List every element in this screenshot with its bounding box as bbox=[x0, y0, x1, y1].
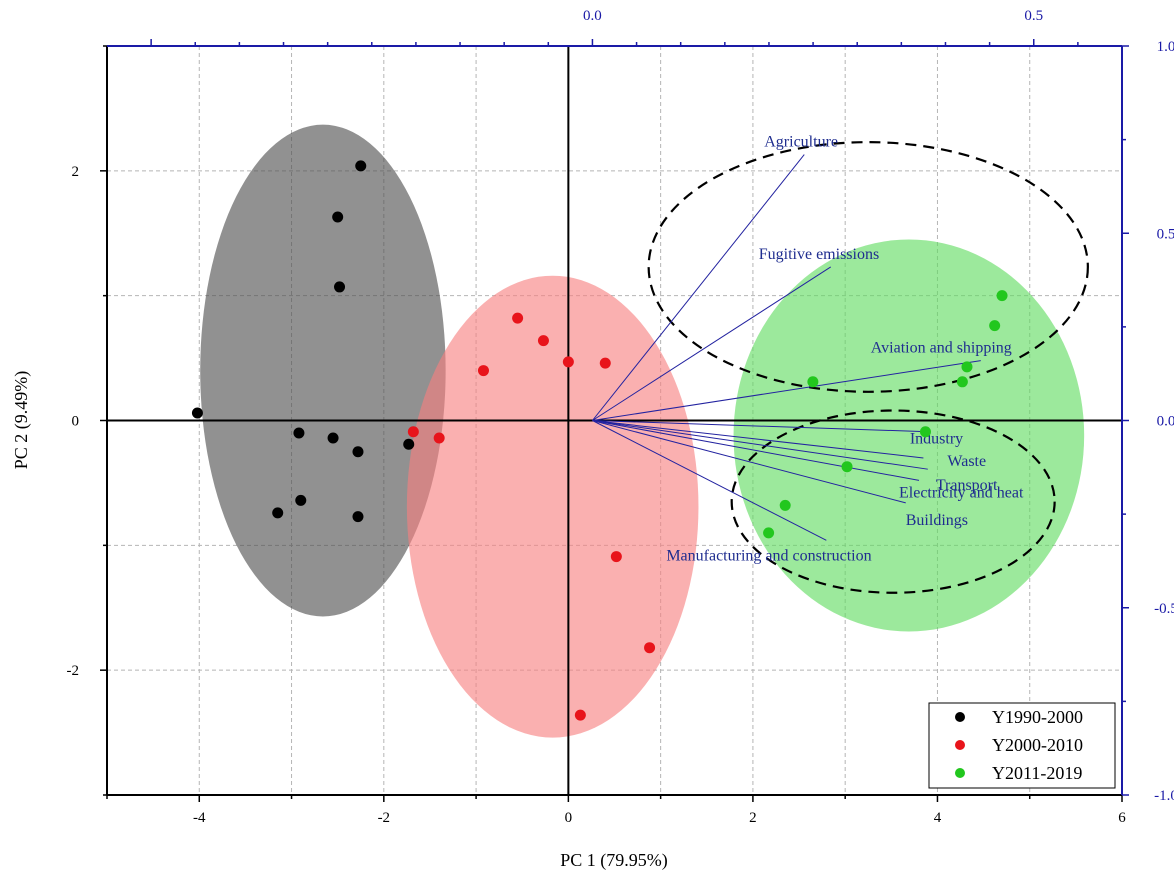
score-point bbox=[433, 432, 445, 444]
score-point bbox=[293, 427, 305, 439]
right-tick-label: 1.0 bbox=[1157, 39, 1174, 55]
loading-label: Buildings bbox=[906, 512, 968, 529]
x-tick-label: 6 bbox=[1118, 810, 1126, 826]
legend: Y1990-2000 Y2000-2010 Y2011-2019 bbox=[928, 702, 1116, 789]
loading-label: Aviation and shipping bbox=[871, 340, 1012, 357]
loading-label: Electricity and heat bbox=[899, 484, 1024, 501]
score-point bbox=[295, 494, 307, 506]
x-axis-title: PC 1 (79.95%) bbox=[560, 850, 668, 871]
loading-vector bbox=[592, 154, 805, 421]
loading-vector bbox=[592, 420, 928, 470]
loading-vector bbox=[592, 360, 981, 421]
loading-vector bbox=[592, 420, 920, 481]
score-point bbox=[644, 642, 656, 654]
score-point bbox=[763, 527, 775, 539]
x-tick-label: 0 bbox=[565, 810, 573, 826]
score-point bbox=[841, 461, 853, 473]
score-point bbox=[191, 407, 203, 419]
score-point bbox=[327, 432, 339, 444]
legend-marker bbox=[955, 768, 965, 778]
legend-label: Y1990-2000 bbox=[992, 707, 1083, 727]
score-point bbox=[599, 357, 611, 369]
score-point bbox=[352, 446, 364, 458]
confidence-ellipses bbox=[200, 124, 1085, 738]
right-tick-label: 0.0 bbox=[1157, 414, 1174, 430]
score-point bbox=[996, 290, 1008, 302]
dashed-group-ellipse bbox=[647, 141, 1089, 393]
right-tick-label: 0.5 bbox=[1157, 226, 1174, 242]
score-point bbox=[574, 709, 586, 721]
loading-label: Waste bbox=[947, 453, 986, 470]
score-point bbox=[562, 356, 574, 368]
score-point bbox=[352, 511, 364, 523]
confidence-ellipse bbox=[200, 124, 446, 617]
legend-marker bbox=[955, 740, 965, 750]
confidence-ellipse bbox=[406, 275, 699, 738]
loading-vector bbox=[592, 266, 832, 421]
x-tick-label: -2 bbox=[378, 810, 391, 826]
score-point bbox=[610, 551, 622, 563]
loading-vector bbox=[592, 420, 928, 433]
score-point bbox=[334, 281, 346, 293]
y-tick-label: 2 bbox=[72, 164, 80, 180]
legend-label: Y2011-2019 bbox=[992, 763, 1082, 783]
right-tick-label: -0.5 bbox=[1154, 601, 1174, 617]
x-tick-label: 4 bbox=[934, 810, 942, 826]
score-point bbox=[403, 438, 415, 450]
legend-label: Y2000-2010 bbox=[992, 735, 1083, 755]
y-axis-title: PC 2 (9.49%) bbox=[11, 371, 32, 470]
loading-vectors: Agriculture Fugitive emissions Aviation an… bbox=[592, 134, 1024, 564]
score-point bbox=[407, 426, 419, 438]
y-tick-label: -2 bbox=[67, 663, 80, 679]
x-tick-label: -4 bbox=[193, 810, 206, 826]
score-point bbox=[355, 160, 367, 172]
axes: -4 -2 0 2 4 6 -2 0 2 0.0 0.5 -1.0 -0.5 0.0 0.5 1.0 bbox=[67, 8, 1174, 826]
y-tick-label: 0 bbox=[72, 414, 80, 430]
loading-label: Fugitive emissions bbox=[759, 246, 879, 263]
loading-label: Agriculture bbox=[764, 134, 838, 151]
top-tick-label: 0.5 bbox=[1024, 8, 1043, 24]
loading-label: Manufacturing and construction bbox=[666, 547, 871, 564]
score-point bbox=[956, 376, 968, 388]
score-point bbox=[332, 211, 344, 223]
score-point bbox=[961, 361, 973, 373]
score-points bbox=[191, 160, 1008, 721]
dashed-group-ellipse bbox=[730, 409, 1056, 594]
x-tick-label: 2 bbox=[749, 810, 757, 826]
right-tick-label: -1.0 bbox=[1154, 788, 1174, 804]
loading-vector bbox=[592, 420, 924, 459]
score-point bbox=[512, 312, 524, 324]
score-point bbox=[477, 365, 489, 377]
legend-marker bbox=[955, 712, 965, 722]
score-point bbox=[989, 320, 1001, 332]
score-point bbox=[779, 499, 791, 511]
loading-label: Industry bbox=[910, 431, 963, 448]
zero-lines bbox=[107, 46, 1122, 795]
score-point bbox=[807, 376, 819, 388]
dashed-loading-groups bbox=[647, 141, 1089, 594]
score-point bbox=[537, 335, 549, 347]
loading-vector bbox=[592, 420, 906, 504]
loading-vector bbox=[592, 420, 827, 541]
score-point bbox=[919, 426, 931, 438]
score-point bbox=[272, 507, 284, 519]
top-tick-label: 0.0 bbox=[583, 8, 602, 24]
confidence-ellipse bbox=[733, 239, 1085, 632]
loading-label: Transport bbox=[936, 477, 998, 494]
